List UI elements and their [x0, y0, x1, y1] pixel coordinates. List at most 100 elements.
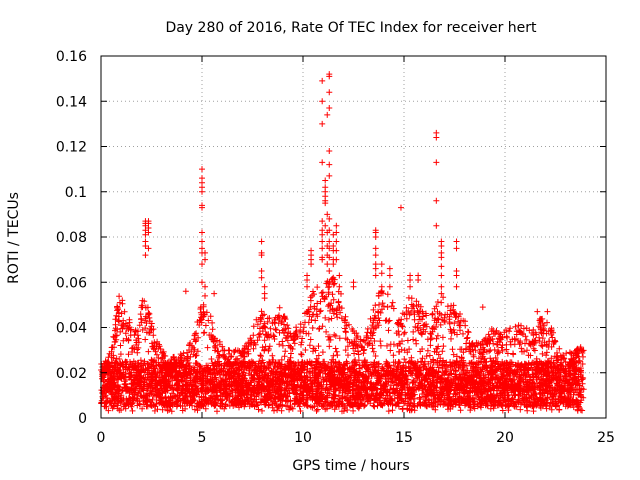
outlier-point	[145, 245, 152, 252]
outlier-point	[324, 111, 331, 118]
outlier-point	[326, 254, 333, 261]
outlier-point	[438, 249, 445, 256]
y-tick-label: 0.12	[56, 140, 87, 156]
outlier-point	[319, 227, 326, 234]
outlier-point	[326, 227, 333, 234]
outlier-point	[261, 283, 268, 290]
outlier-point	[330, 243, 337, 250]
x-tick-labels: 0 5 10 15 20 25	[97, 430, 615, 446]
outlier-point	[453, 238, 460, 245]
outlier-point	[142, 252, 149, 259]
outlier-point	[326, 245, 333, 252]
outlier-point	[372, 245, 379, 252]
outlier-point	[433, 222, 440, 229]
outlier-point	[202, 292, 209, 299]
outlier-point	[304, 272, 311, 279]
outlier-point	[199, 245, 205, 252]
outlier-point	[199, 261, 205, 268]
outlier-point	[326, 161, 333, 168]
outlier-point	[372, 227, 379, 234]
outlier-point	[319, 120, 326, 127]
outlier-point	[386, 265, 393, 272]
outlier-point	[324, 261, 331, 268]
axis-ticks	[100, 55, 607, 419]
outlier-point	[326, 267, 333, 274]
x-tick-label: 25	[597, 430, 615, 446]
outlier-point	[199, 175, 205, 182]
x-axis-label: GPS time / hours	[292, 458, 409, 474]
y-tick-label: 0	[78, 411, 87, 427]
outlier-point	[308, 247, 315, 254]
outlier-point	[372, 261, 379, 268]
outlier-point	[386, 283, 393, 290]
x-tick-label: 0	[97, 430, 106, 446]
outlier-point	[142, 238, 149, 245]
outlier-point	[438, 238, 445, 245]
outlier-point	[330, 231, 337, 238]
outlier-point	[333, 222, 340, 229]
outlier-point	[534, 308, 541, 315]
outlier-point	[378, 270, 385, 277]
outlier-point	[433, 159, 440, 166]
outlier-point	[438, 272, 445, 279]
outlier-point	[479, 304, 486, 311]
outlier-point	[319, 98, 326, 105]
outlier-point	[304, 283, 311, 290]
y-tick-label: 0.02	[56, 366, 87, 382]
outlier-point	[326, 89, 333, 96]
outlier-point	[397, 204, 404, 211]
outlier-point	[372, 272, 379, 279]
outlier-point	[202, 249, 209, 256]
x-tick-label: 5	[198, 430, 207, 446]
outlier-point	[199, 202, 205, 209]
y-tick-label: 0.06	[56, 275, 87, 291]
outlier-point	[199, 166, 205, 173]
outlier-point	[433, 197, 440, 204]
outlier-point	[258, 267, 265, 274]
outlier-point	[372, 252, 379, 259]
data-points	[98, 71, 587, 415]
outlier-point	[333, 256, 340, 263]
outlier-point	[319, 77, 326, 84]
outlier-point	[319, 245, 326, 252]
x-tick-label: 15	[395, 430, 413, 446]
outlier-point	[453, 267, 460, 274]
y-tick-label: 0.16	[56, 49, 87, 65]
outlier-point	[319, 254, 326, 261]
outlier-point	[326, 172, 333, 179]
outlier-point	[433, 129, 440, 136]
y-axis-label: ROTI / TECUs	[6, 192, 22, 284]
outlier-point	[261, 290, 268, 297]
outlier-point	[333, 229, 340, 236]
outlier-point	[336, 272, 343, 279]
outlier-point	[438, 283, 445, 290]
outlier-point	[350, 279, 357, 286]
outlier-point	[322, 177, 329, 184]
outlier-point	[438, 263, 445, 270]
x-tick-label: 10	[294, 430, 312, 446]
outlier-point	[438, 290, 445, 297]
outlier-point	[326, 238, 333, 245]
outlier-point	[333, 238, 340, 245]
outlier-point	[336, 283, 343, 290]
outlier-point	[378, 283, 385, 290]
outlier-point	[199, 238, 205, 245]
outlier-point	[326, 71, 333, 78]
y-tick-label: 0.1	[65, 185, 87, 201]
outlier-point	[319, 238, 326, 245]
outlier-point	[326, 215, 333, 222]
y-tick-label: 0.08	[56, 230, 87, 246]
outlier-point	[326, 148, 333, 155]
outlier-point	[258, 274, 265, 281]
x-tick-label: 20	[496, 430, 514, 446]
outlier-point	[258, 238, 265, 245]
outlier-point	[544, 308, 551, 315]
chart-title: Day 280 of 2016, Rate Of TEC Index for r…	[165, 20, 537, 36]
outlier-point	[322, 222, 329, 229]
outlier-point	[202, 256, 209, 263]
outlier-point	[319, 159, 326, 166]
outlier-point	[182, 288, 189, 295]
outlier-point	[211, 290, 218, 297]
outlier-point	[330, 274, 337, 281]
